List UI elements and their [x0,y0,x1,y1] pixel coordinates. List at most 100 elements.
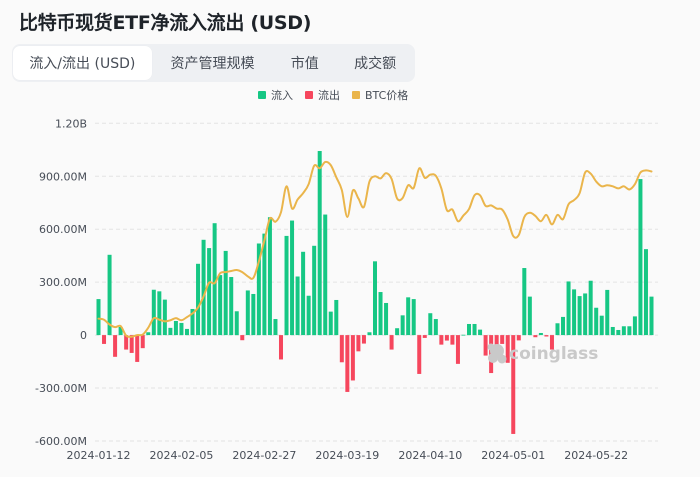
outflow-bar[interactable] [511,335,516,434]
inflow-bar[interactable] [378,292,383,336]
outflow-bar[interactable] [135,335,140,362]
inflow-bar[interactable] [627,326,632,336]
inflow-bar[interactable] [223,250,228,336]
inflow-bar[interactable] [384,302,389,336]
inflow-bar[interactable] [395,328,400,336]
inflow-bar[interactable] [588,280,593,336]
inflow-bar[interactable] [649,296,654,336]
inflow-bar[interactable] [157,291,162,336]
inflow-bar[interactable] [555,323,560,336]
outflow-bar[interactable] [494,335,499,351]
inflow-bar[interactable] [196,263,201,336]
inflow-bar[interactable] [256,243,261,336]
inflow-bar[interactable] [467,323,472,336]
inflow-bar[interactable] [295,276,300,336]
inflow-bar[interactable] [229,277,234,336]
inflow-bar[interactable] [522,268,527,336]
outflow-bar[interactable] [455,335,460,364]
inflow-bar[interactable] [207,248,212,336]
outflow-bar[interactable] [439,335,444,345]
inflow-bar[interactable] [290,220,295,336]
inflow-bar[interactable] [162,299,167,336]
inflow-bar[interactable] [317,151,322,336]
inflow-bar[interactable] [151,289,156,336]
outflow-bar[interactable] [361,335,366,344]
inflow-bar[interactable] [284,235,289,336]
inflow-bar[interactable] [312,245,317,336]
legend-item-inflow[interactable]: 流入 [258,87,293,103]
inflow-bar[interactable] [146,332,151,336]
outflow-bar[interactable] [549,335,554,350]
inflow-bar[interactable] [367,332,372,336]
outflow-bar[interactable] [102,335,107,344]
outflow-bar[interactable] [350,335,355,381]
outflow-bar[interactable] [140,335,145,349]
inflow-bar[interactable] [583,293,588,336]
outflow-bar[interactable] [129,335,134,353]
inflow-bar[interactable] [461,334,466,336]
inflow-bar[interactable] [610,326,615,336]
outflow-bar[interactable] [278,335,283,360]
inflow-bar[interactable] [577,296,582,336]
outflow-bar[interactable] [500,335,505,344]
legend-item-outflow[interactable]: 流出 [305,87,340,103]
inflow-bar[interactable] [406,297,411,336]
inflow-bar[interactable] [572,289,577,336]
inflow-bar[interactable] [301,251,306,336]
inflow-bar[interactable] [168,327,173,336]
tab-volume[interactable]: 成交额 [354,56,397,72]
outflow-bar[interactable] [533,335,538,338]
inflow-bar[interactable] [478,329,483,336]
inflow-bar[interactable] [334,299,339,336]
inflow-bar[interactable] [273,319,278,336]
inflow-bar[interactable] [173,320,178,336]
outflow-bar[interactable] [389,335,394,350]
inflow-bar[interactable] [632,316,637,336]
inflow-bar[interactable] [323,214,328,336]
inflow-bar[interactable] [400,315,405,336]
inflow-bar[interactable] [179,322,184,336]
inflow-bar[interactable] [621,326,626,336]
inflow-bar[interactable] [538,332,543,336]
inflow-bar[interactable] [245,290,250,336]
outflow-bar[interactable] [450,335,455,345]
inflow-bar[interactable] [643,249,648,336]
inflow-bar[interactable] [373,261,377,336]
inflow-bar[interactable] [616,329,621,336]
inflow-bar[interactable] [218,275,223,336]
outflow-bar[interactable] [417,335,422,374]
inflow-bar[interactable] [190,308,195,336]
outflow-bar[interactable] [444,335,449,341]
outflow-bar[interactable] [505,335,510,363]
outflow-bar[interactable] [240,335,245,341]
inflow-bar[interactable] [527,296,532,336]
inflow-bar[interactable] [638,179,643,336]
inflow-bar[interactable] [96,299,101,336]
inflow-bar[interactable] [201,239,206,336]
inflow-bar[interactable] [566,281,571,336]
inflow-bar[interactable] [212,223,217,336]
inflow-bar[interactable] [107,254,112,336]
inflow-bar[interactable] [306,295,311,336]
inflow-bar[interactable] [262,233,267,336]
outflow-bar[interactable] [516,335,521,341]
outflow-bar[interactable] [483,335,488,356]
inflow-bar[interactable] [184,328,189,336]
inflow-bar[interactable] [472,323,477,336]
inflow-bar[interactable] [561,316,566,336]
outflow-bar[interactable] [124,335,129,350]
outflow-bar[interactable] [339,335,344,363]
inflow-bar[interactable] [433,319,438,336]
inflow-bar[interactable] [251,293,256,336]
outflow-bar[interactable] [422,335,427,338]
inflow-bar[interactable] [411,299,416,336]
inflow-bar[interactable] [599,315,604,336]
tab-aum[interactable]: 资产管理规模 [170,56,255,72]
inflow-bar[interactable] [234,311,239,336]
inflow-bar[interactable] [118,326,123,336]
outflow-bar[interactable] [345,335,350,392]
outflow-bar[interactable] [356,335,361,352]
inflow-bar[interactable] [605,289,610,336]
legend-item-btc-price[interactable]: BTC价格 [352,87,408,103]
tab-inflow-outflow[interactable]: 流入/流出 (USD) [13,46,152,80]
